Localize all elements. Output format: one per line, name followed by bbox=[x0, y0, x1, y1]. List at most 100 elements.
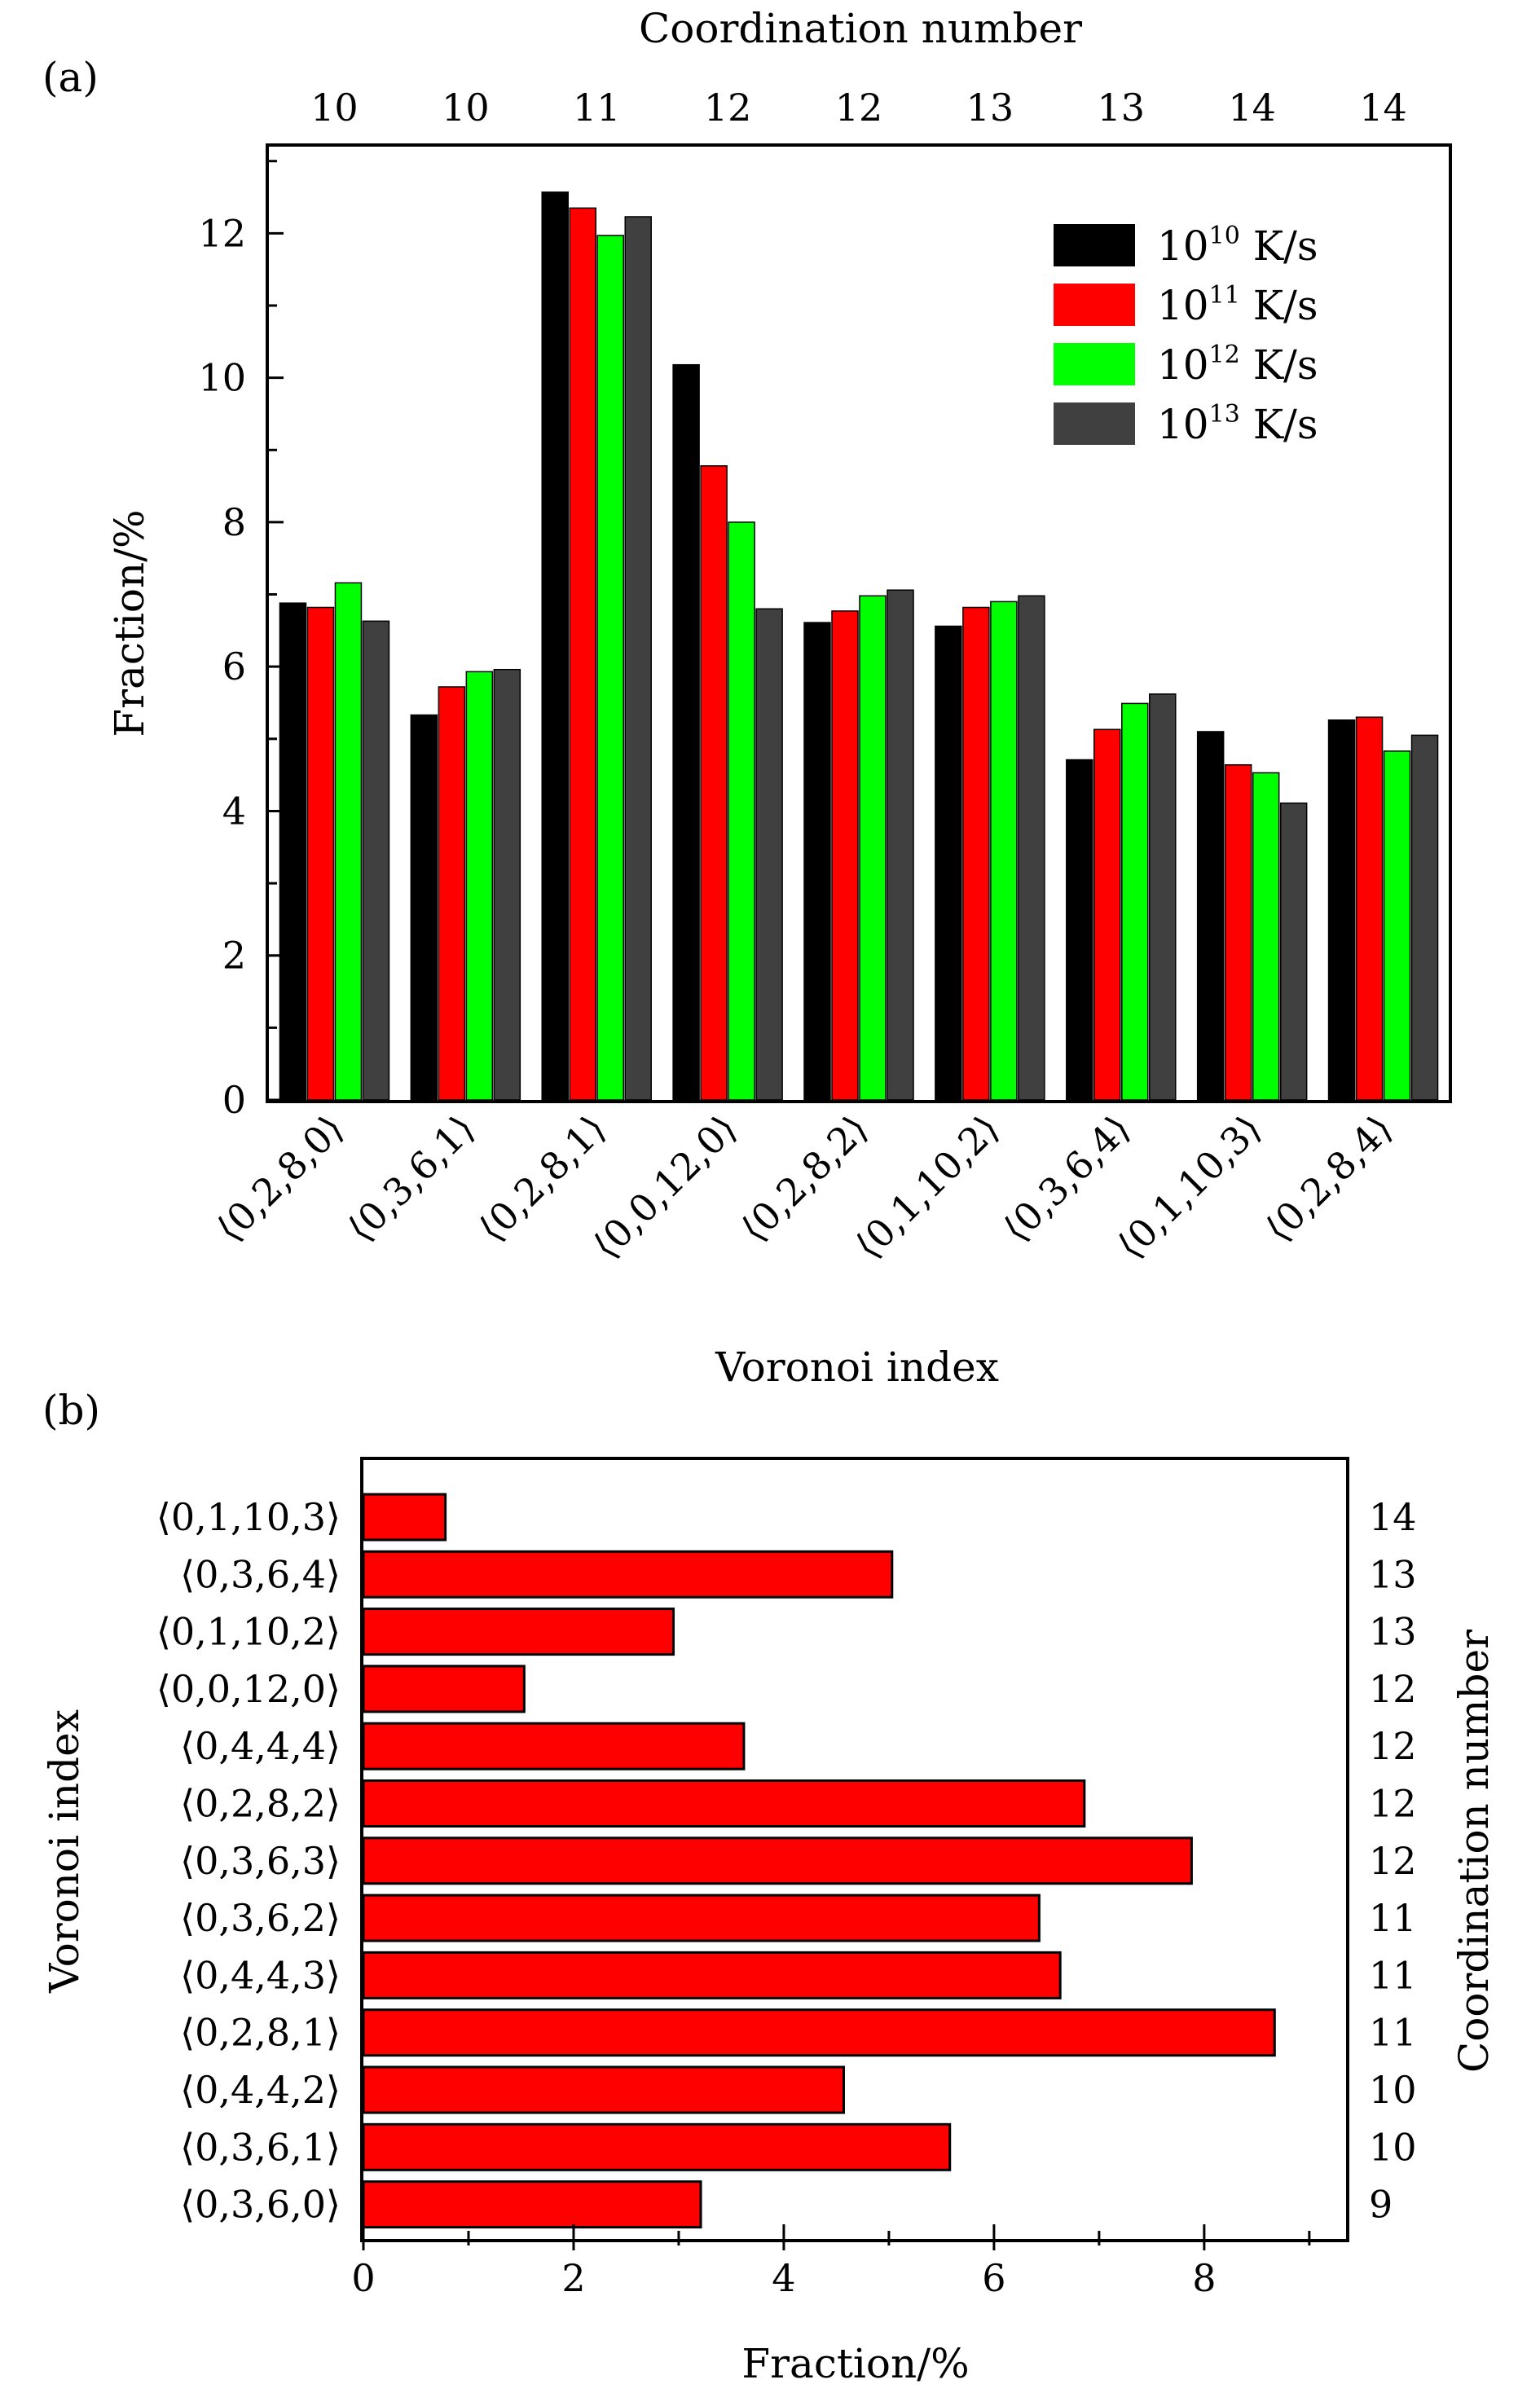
right-tick-label-b-0: 14 bbox=[1369, 1495, 1417, 1539]
panel-a-bars bbox=[279, 191, 1439, 1101]
y-tick-label-b-0: ⟨0,1,10,3⟩ bbox=[156, 1495, 341, 1539]
bar-a-6-series-3 bbox=[1149, 693, 1177, 1101]
right-tick-label-b-11: 10 bbox=[1369, 2125, 1417, 2169]
panel-a-top-axis-title: Coordination number bbox=[639, 5, 1082, 52]
y-tick-label-a-8: 8 bbox=[222, 500, 246, 544]
right-tick-label-b-9: 11 bbox=[1369, 2011, 1417, 2055]
right-tick-label-b-4: 12 bbox=[1369, 1724, 1417, 1768]
y-tick-label-a-6: 6 bbox=[222, 644, 246, 688]
x-tick-label-b-4: 4 bbox=[772, 2256, 795, 2300]
bar-a-5-series-2 bbox=[990, 600, 1018, 1101]
bar-a-6-series-1 bbox=[1093, 728, 1121, 1101]
panel-a-plot-frame bbox=[266, 143, 1452, 1103]
y-tick-label-b-6: ⟨0,3,6,3⟩ bbox=[180, 1839, 341, 1883]
panel-a-y-ticks: 0 2 4 6 8 10 12 bbox=[198, 160, 284, 1122]
panel-a-legend: 1010 K/s 1011 K/s 1012 K/s 1013 K/s bbox=[1054, 222, 1318, 448]
top-tick-label-a-8: 14 bbox=[1359, 86, 1407, 130]
top-tick-label-a-7: 14 bbox=[1228, 86, 1276, 130]
y-tick-label-a-4: 4 bbox=[222, 789, 246, 833]
bar-b-12 bbox=[362, 2180, 702, 2229]
bar-b-4 bbox=[362, 1722, 746, 1770]
legend-label-2: 1012 K/s bbox=[1157, 341, 1318, 389]
bar-a-4-series-0 bbox=[803, 622, 831, 1101]
y-tick-label-b-3: ⟨0,0,12,0⟩ bbox=[156, 1667, 341, 1711]
y-tick-label-b-12: ⟨0,3,6,0⟩ bbox=[180, 2183, 341, 2227]
bar-a-3-series-2 bbox=[728, 521, 755, 1101]
bar-a-1-series-2 bbox=[465, 671, 494, 1101]
y-tick-label-a-12: 12 bbox=[198, 211, 246, 255]
top-tick-label-a-1: 10 bbox=[442, 86, 490, 130]
legend-label-1: 1011 K/s bbox=[1157, 281, 1318, 329]
y-tick-label-b-2: ⟨0,1,10,2⟩ bbox=[156, 1610, 341, 1654]
panel-a-label: (a) bbox=[42, 54, 99, 101]
right-tick-label-b-6: 12 bbox=[1369, 1839, 1417, 1883]
bar-a-8-series-2 bbox=[1383, 750, 1411, 1101]
x-tick-label-b-8: 8 bbox=[1192, 2256, 1216, 2300]
panel-b-x-axis-title: Fraction/% bbox=[741, 2340, 969, 2387]
x-tick-label-a-0: ⟨0,2,8,0⟩ bbox=[208, 1106, 352, 1251]
x-tick-label-a-5: ⟨0,1,10,2⟩ bbox=[847, 1106, 1008, 1268]
y-tick-label-a-0: 0 bbox=[222, 1078, 246, 1122]
bar-a-1-series-0 bbox=[410, 714, 438, 1101]
bar-a-5-series-0 bbox=[935, 625, 962, 1101]
bar-a-2-series-2 bbox=[596, 235, 624, 1101]
bar-a-8-series-1 bbox=[1355, 716, 1384, 1101]
bar-a-5-series-3 bbox=[1018, 595, 1045, 1101]
x-tick-label-a-7: ⟨0,1,10,3⟩ bbox=[1108, 1106, 1269, 1268]
panel-b-label: (b) bbox=[42, 1387, 100, 1434]
panel-a: (a) Coordination number 10 10 11 12 12 13 13 14… bbox=[42, 5, 1452, 1391]
bar-a-0-series-2 bbox=[334, 582, 363, 1101]
bar-a-0-series-3 bbox=[362, 620, 390, 1101]
y-tick-label-b-11: ⟨0,3,6,1⟩ bbox=[180, 2125, 341, 2169]
bar-a-7-series-2 bbox=[1252, 772, 1280, 1101]
top-tick-label-a-3: 12 bbox=[704, 86, 752, 130]
y-tick-label-b-10: ⟨0,4,4,2⟩ bbox=[180, 2068, 341, 2112]
bar-b-10 bbox=[362, 2065, 845, 2114]
y-tick-label-b-1: ⟨0,3,6,4⟩ bbox=[180, 1552, 341, 1596]
bar-a-8-series-3 bbox=[1410, 734, 1439, 1101]
y-tick-label-b-9: ⟨0,2,8,1⟩ bbox=[180, 2011, 341, 2055]
legend-swatch-2 bbox=[1054, 343, 1135, 385]
bar-b-7 bbox=[362, 1894, 1041, 1942]
top-tick-label-a-4: 12 bbox=[835, 86, 883, 130]
x-tick-label-a-3: ⟨0,0,12,0⟩ bbox=[584, 1106, 746, 1268]
panel-b-right-tick-labels: 14 13 13 12 12 12 12 11 11 11 10 10 9 bbox=[1369, 1495, 1417, 2227]
panel-a-x-tick-labels: ⟨0,2,8,0⟩⟨0,3,6,1⟩⟨0,2,8,1⟩⟨0,0,12,0⟩⟨0,… bbox=[208, 1106, 1401, 1268]
bar-a-2-series-3 bbox=[624, 216, 652, 1101]
right-tick-label-b-3: 12 bbox=[1369, 1667, 1417, 1711]
y-tick-label-b-8: ⟨0,4,4,3⟩ bbox=[180, 1953, 341, 1997]
legend-label-0: 1010 K/s bbox=[1157, 222, 1318, 270]
bar-a-2-series-1 bbox=[569, 207, 596, 1101]
panel-b-plot-frame bbox=[360, 1457, 1349, 2242]
right-tick-label-b-2: 13 bbox=[1369, 1610, 1417, 1654]
y-tick-label-b-5: ⟨0,2,8,2⟩ bbox=[180, 1782, 341, 1826]
y-tick-label-b-7: ⟨0,3,6,2⟩ bbox=[180, 1896, 341, 1940]
top-tick-label-a-0: 10 bbox=[310, 86, 359, 130]
legend-swatch-3 bbox=[1054, 402, 1135, 445]
panel-b-y-tick-labels: ⟨0,1,10,3⟩ ⟨0,3,6,4⟩ ⟨0,1,10,2⟩ ⟨0,0,12,0⟩ ⟨… bbox=[156, 1495, 341, 2227]
bar-a-0-series-0 bbox=[279, 602, 307, 1101]
bar-b-6 bbox=[362, 1836, 1193, 1885]
bar-a-7-series-3 bbox=[1279, 802, 1308, 1101]
bar-b-11 bbox=[362, 2122, 952, 2171]
x-tick-label-b-2: 2 bbox=[561, 2256, 585, 2300]
bar-a-4-series-3 bbox=[887, 589, 914, 1101]
panel-b-y-axis-title: Voronoi index bbox=[41, 1709, 88, 1994]
legend-swatch-0 bbox=[1054, 224, 1135, 266]
bar-b-1 bbox=[362, 1550, 894, 1599]
right-tick-label-b-12: 9 bbox=[1369, 2183, 1393, 2227]
bar-a-2-series-0 bbox=[541, 191, 569, 1101]
right-tick-label-b-5: 12 bbox=[1369, 1782, 1417, 1826]
bar-a-6-series-2 bbox=[1121, 702, 1149, 1101]
panel-a-x-axis-title: Voronoi index bbox=[715, 1344, 999, 1391]
bar-a-4-series-1 bbox=[831, 610, 859, 1101]
bar-a-3-series-0 bbox=[672, 363, 700, 1101]
right-tick-label-b-1: 13 bbox=[1369, 1552, 1417, 1596]
bar-b-9 bbox=[362, 2008, 1276, 2057]
bar-a-5-series-1 bbox=[962, 606, 990, 1101]
y-tick-label-a-2: 2 bbox=[222, 934, 246, 978]
y-tick-label-a-10: 10 bbox=[198, 356, 246, 400]
bar-a-3-series-3 bbox=[755, 608, 783, 1101]
